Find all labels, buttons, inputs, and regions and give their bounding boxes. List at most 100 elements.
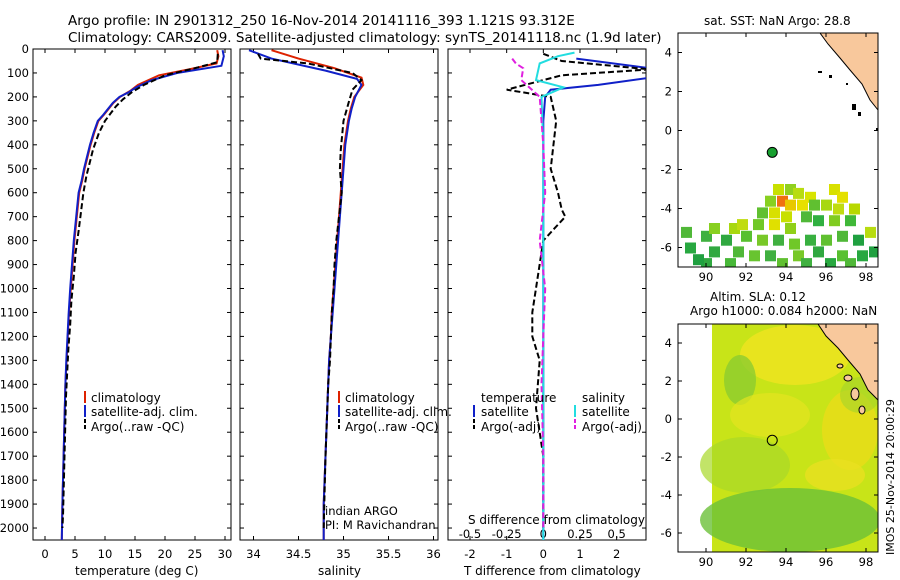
temperature-lines — [60, 50, 225, 540]
islands — [818, 71, 878, 131]
series-line-salinity-satellite — [534, 51, 575, 540]
sst-cell — [741, 230, 752, 242]
sst-cell — [829, 184, 840, 195]
series-line-temperature-satellite — [542, 57, 646, 540]
sla-x-tick-label: 98 — [859, 555, 874, 569]
depth-tick-label: 0 — [22, 42, 29, 56]
sst-cells — [681, 184, 878, 267]
difference-tick-label: 1 — [576, 547, 583, 561]
sst-map-title: sat. SST: NaN Argo: 28.8 — [704, 14, 851, 28]
sla-map-area — [678, 324, 878, 552]
series-line-argo-raw-qc- — [257, 53, 363, 529]
sla-y-tick-label: -2 — [661, 450, 672, 464]
sst-cell — [681, 226, 692, 238]
sumatra-land — [817, 324, 878, 401]
sst-cell — [857, 250, 868, 262]
salinity-lines — [248, 49, 365, 540]
series-line-climatology — [60, 50, 220, 540]
sst-cell — [777, 195, 788, 207]
sst-cell — [749, 250, 760, 262]
sst-cell — [769, 207, 780, 219]
temperature-tick-label: 20 — [158, 547, 173, 561]
temperature-xlabel: temperature (deg C) — [75, 564, 198, 578]
salinity-tick-label: 34 — [246, 547, 261, 561]
sla-x-tick-label: 94 — [779, 555, 794, 569]
sst-cell — [725, 258, 736, 267]
sst-cell — [757, 234, 768, 246]
sst-x-tick-label: 98 — [859, 270, 874, 284]
depth-tick-label: 500 — [7, 162, 29, 176]
depth-tick-label: 1200 — [0, 329, 29, 343]
sst-y-tick-label: -6 — [661, 241, 672, 255]
temperature-tick-label: 25 — [188, 547, 203, 561]
sst-cell — [781, 211, 792, 223]
sst-cell — [797, 199, 808, 211]
depth-tick-label: 1800 — [0, 473, 29, 487]
depth-tick-label: 400 — [7, 138, 29, 152]
legend-label-satellite: satellite-adj. clim. — [91, 405, 198, 419]
sst-cell — [849, 203, 860, 215]
series-line-temperature-argo-adj- — [506, 52, 646, 528]
sla-map-axes: 4 2 0 -2 -4 -6 90 92 94 96 98 — [661, 324, 878, 569]
temperature-legend: climatology satellite-adj. clim. Argo(..… — [84, 391, 198, 434]
sla-y-tick-label: 0 — [665, 412, 672, 426]
sst-cell — [837, 250, 848, 262]
sst-cell — [729, 223, 740, 234]
sst-cell — [821, 234, 832, 246]
legend-group-temperature: temperature — [481, 391, 556, 405]
depth-tick-label: 1900 — [0, 497, 29, 511]
sla-y-tick-label: -6 — [661, 526, 672, 540]
difference-xlabel-top: S difference from climatology — [468, 513, 645, 527]
sla-map-subtitle: Argo h1000: 0.084 h2000: NaN — [690, 304, 877, 318]
sst-y-tick-label: -2 — [661, 163, 672, 177]
depth-tick-label: 300 — [7, 114, 29, 128]
sst-cell — [833, 203, 844, 215]
difference-tick-label: 0 — [540, 547, 547, 561]
difference-panel-frame — [447, 48, 647, 541]
sst-cell — [773, 234, 784, 246]
temperature-tick-label: 15 — [128, 547, 143, 561]
sla-field-blobs — [700, 325, 878, 552]
s-difference-tick-label: -0.25 — [492, 527, 522, 541]
sst-cell — [765, 250, 776, 262]
sst-cell — [701, 258, 712, 267]
sst-cell — [785, 199, 796, 211]
sst-cell — [813, 246, 824, 258]
sla-y-tick-label: -4 — [661, 488, 672, 502]
depth-tick-label: 800 — [7, 234, 29, 248]
s-difference-x-axis: -0.5 -0.25 0 0.25 0.5 — [459, 527, 626, 541]
salinity-tick-label: 36 — [426, 547, 441, 561]
sst-cell — [829, 215, 840, 227]
difference-xlabel: T difference from climatology — [463, 564, 641, 578]
sst-map-axes: 4 2 0 -2 -4 -6 90 92 94 96 98 — [661, 33, 878, 284]
depth-tick-label: 900 — [7, 258, 29, 272]
inner-depth-ticks — [33, 48, 646, 529]
difference-tick-label: 2 — [613, 547, 620, 561]
argo-position-marker — [766, 434, 778, 446]
sla-map-frame — [677, 323, 879, 553]
s-difference-tick-label: -0.5 — [459, 527, 481, 541]
sst-cell — [709, 246, 720, 258]
sst-cell — [685, 242, 696, 254]
temperature-panel-frame — [32, 48, 232, 541]
sst-x-tick-label: 90 — [699, 270, 714, 284]
argo-pi-label: PI: M Ravichandran — [325, 518, 436, 532]
legend-label-argo: Argo(..raw -QC) — [345, 420, 438, 434]
sst-cell — [785, 223, 796, 234]
figure-title-line1: Argo profile: IN 2901312_250 16-Nov-2014… — [68, 13, 575, 29]
sst-cell — [769, 219, 780, 231]
depth-tick-label: 1700 — [0, 449, 29, 463]
depth-tick-label: 2000 — [0, 521, 29, 535]
sst-cell — [733, 246, 744, 258]
legend-label-s-argo: Argo(-adj) — [582, 420, 642, 434]
temperature-tick-label: 5 — [71, 547, 78, 561]
sst-x-tick-label: 94 — [779, 270, 794, 284]
difference-tick-label: -2 — [464, 547, 475, 561]
series-line-climatology — [271, 49, 365, 540]
argo-position-marker — [766, 146, 778, 158]
sst-map-frame — [677, 32, 879, 268]
depth-tick-label: 600 — [7, 186, 29, 200]
depth-tick-label: 1000 — [0, 282, 29, 296]
sst-cell — [709, 223, 720, 234]
